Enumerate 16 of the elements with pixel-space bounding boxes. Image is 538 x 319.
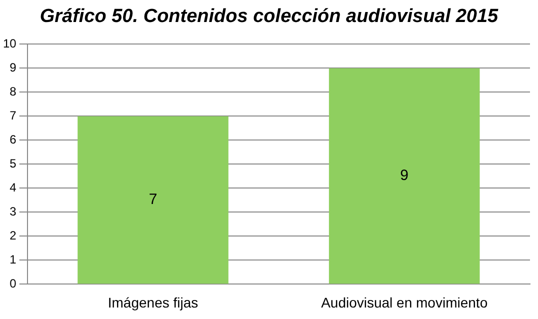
x-tick-label: Audiovisual en movimiento bbox=[321, 294, 488, 310]
y-tick-label: 6 bbox=[10, 132, 17, 147]
x-tick-label: Imágenes fijas bbox=[108, 294, 198, 310]
data-label: 7 bbox=[148, 191, 158, 208]
y-tick-label: 0 bbox=[10, 276, 17, 291]
y-tick-label: 8 bbox=[10, 84, 17, 99]
y-tick-label: 4 bbox=[10, 180, 17, 195]
y-tick-label: 5 bbox=[10, 156, 17, 171]
y-tick-label: 7 bbox=[10, 108, 17, 123]
y-tick-label: 10 bbox=[2, 36, 17, 51]
y-tick-label: 3 bbox=[10, 204, 17, 219]
data-label: 9 bbox=[400, 167, 409, 184]
chart-title: Gráfico 50. Contenidos colección audiovisual 2015 bbox=[38, 5, 500, 29]
y-tick-label: 2 bbox=[10, 228, 17, 243]
y-tick-label: 9 bbox=[10, 60, 17, 75]
y-tick-label: 1 bbox=[10, 252, 17, 267]
